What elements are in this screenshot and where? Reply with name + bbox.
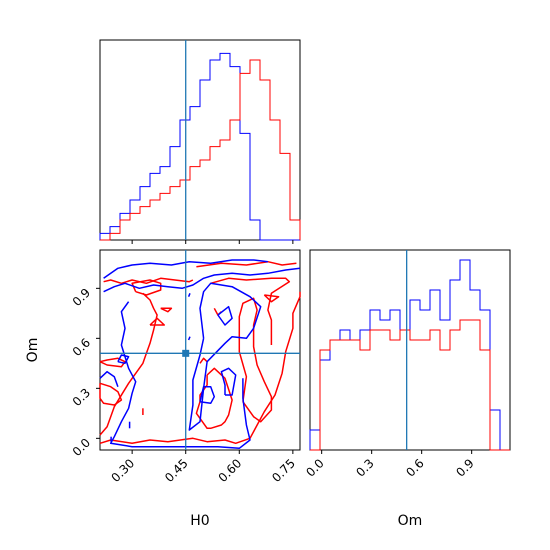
hist-h0-red-series — [100, 59, 301, 241]
contour-red-3 — [99, 292, 158, 436]
contour-red-9 — [99, 291, 301, 445]
contour-red-11 — [195, 367, 233, 430]
truth-marker — [182, 349, 190, 357]
contour-red-6 — [160, 307, 173, 313]
contour-blue-23 — [217, 305, 233, 326]
contour-blue-21 — [220, 367, 237, 396]
x-axis-title-om: Om — [398, 513, 423, 529]
contour-red-1 — [196, 260, 297, 268]
contour-blue-19 — [109, 301, 251, 450]
panel-h0-histogram — [99, 39, 301, 241]
x-axis-title-h0: H0 — [190, 513, 209, 529]
contour-blue-18 — [117, 354, 130, 365]
contour-blue-17 — [103, 259, 268, 279]
contour-red-5 — [131, 279, 162, 296]
contour-red-4 — [99, 382, 123, 406]
contour-blue-22 — [188, 282, 262, 431]
panel-om-histogram — [309, 249, 511, 451]
contour-blue-16 — [103, 267, 301, 293]
contour-blue-24 — [99, 370, 119, 387]
panel-h0-om-contours — [99, 249, 301, 451]
contour-red-0 — [103, 277, 194, 285]
contour-red-15 — [263, 294, 280, 303]
y-axis-title-om: Om — [25, 338, 41, 363]
hist-om-red-series — [310, 319, 510, 451]
contour-red-13 — [199, 357, 208, 364]
contour-red-2 — [99, 357, 126, 368]
contour-red-7 — [149, 317, 166, 326]
hist-h0-blue-series — [99, 52, 300, 241]
contour-blue-27 — [187, 336, 191, 341]
contour-blue-28 — [187, 293, 191, 297]
contour-red-10 — [210, 277, 291, 345]
